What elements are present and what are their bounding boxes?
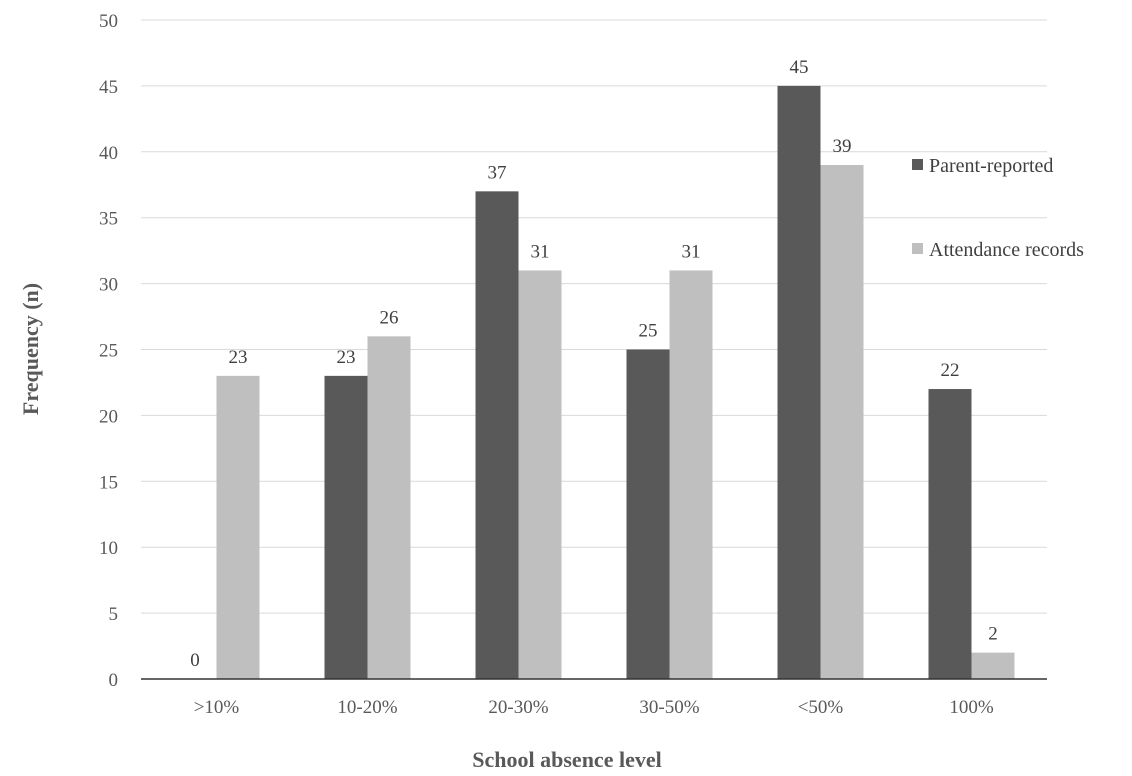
data-label: 26 xyxy=(380,307,399,328)
y-tick-label: 30 xyxy=(99,275,118,296)
y-tick-label: 45 xyxy=(99,77,118,98)
y-tick-label: 35 xyxy=(99,209,118,230)
bar-attendance-records xyxy=(971,652,1015,679)
x-tick-label: 10-20% xyxy=(337,697,397,718)
y-tick-label: 10 xyxy=(99,538,118,559)
x-tick-label: >10% xyxy=(194,697,240,718)
x-tick-label: 30-50% xyxy=(639,697,699,718)
data-label: 31 xyxy=(531,241,550,262)
gridlines xyxy=(141,19,1047,614)
bar-attendance-records xyxy=(216,375,260,679)
x-axis-title: School absence level xyxy=(472,747,661,771)
bar-parent-reported xyxy=(324,375,368,679)
data-label: 45 xyxy=(790,57,809,78)
bar-attendance-records xyxy=(518,270,562,679)
legend: Parent-reported Attendance records xyxy=(912,155,1084,261)
x-axis-ticks: >10% 10-20% 20-30% 30-50% <50% 100% xyxy=(194,697,994,718)
y-tick-label: 5 xyxy=(109,604,119,625)
legend-swatch xyxy=(912,243,923,254)
bar-parent-reported xyxy=(626,349,670,679)
x-tick-label: 20-30% xyxy=(488,697,548,718)
x-tick-label: 100% xyxy=(949,697,994,718)
data-label: 23 xyxy=(337,347,356,368)
bar-attendance-records xyxy=(669,270,713,679)
data-label: 39 xyxy=(833,136,852,157)
bar-parent-reported xyxy=(928,389,972,679)
legend-label: Parent-reported xyxy=(929,155,1053,177)
legend-swatch xyxy=(912,159,923,170)
y-tick-label: 50 xyxy=(99,11,118,32)
data-label: 37 xyxy=(488,162,507,183)
y-axis-title: Frequency (n) xyxy=(18,283,43,415)
y-tick-label: 25 xyxy=(99,341,118,362)
y-axis-ticks: 0 5 10 15 20 25 30 35 40 45 50 xyxy=(99,11,118,691)
data-label: 22 xyxy=(941,360,960,381)
data-label: 2 xyxy=(988,624,998,645)
bar-parent-reported xyxy=(475,191,519,679)
data-label: 0 xyxy=(190,650,200,671)
x-tick-label: <50% xyxy=(798,697,844,718)
bar-attendance-records xyxy=(367,336,411,679)
y-tick-label: 0 xyxy=(109,670,119,691)
y-tick-label: 15 xyxy=(99,472,118,493)
y-tick-label: 20 xyxy=(99,406,118,427)
data-label: 31 xyxy=(682,241,701,262)
legend-label: Attendance records xyxy=(929,239,1084,261)
data-label: 23 xyxy=(229,347,248,368)
bar-attendance-records xyxy=(820,164,864,680)
bar-parent-reported xyxy=(777,85,821,679)
y-tick-label: 40 xyxy=(99,143,118,164)
bars xyxy=(216,85,1015,680)
data-label: 25 xyxy=(639,321,658,342)
